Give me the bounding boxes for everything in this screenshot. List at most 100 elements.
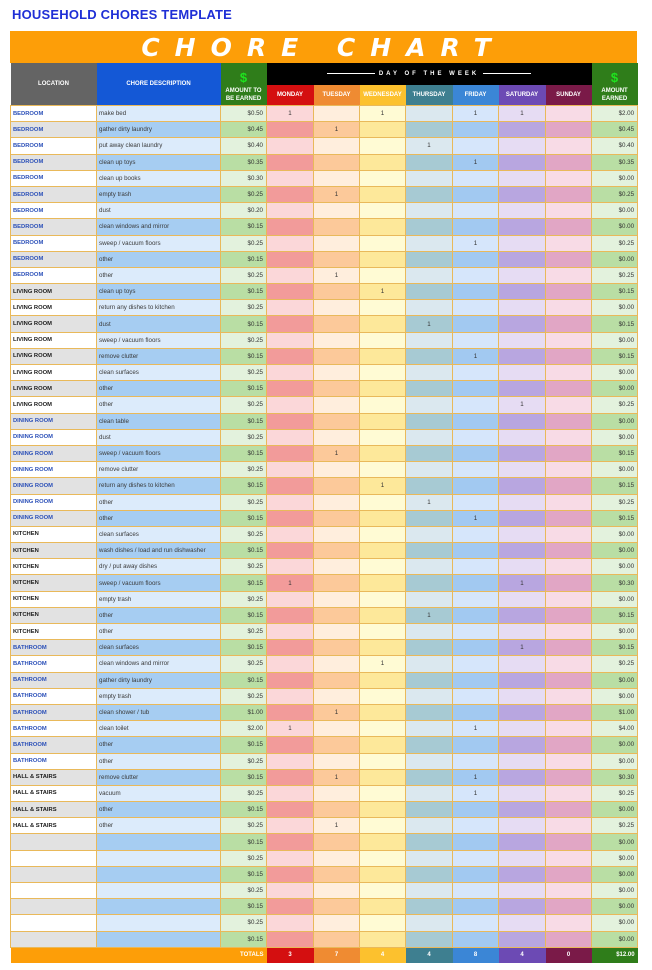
day-cell-friday[interactable] bbox=[452, 169, 499, 187]
location-cell[interactable] bbox=[10, 914, 97, 932]
day-cell-wednesday[interactable] bbox=[359, 428, 406, 446]
day-cell-thursday[interactable] bbox=[405, 347, 453, 366]
day-cell-friday[interactable] bbox=[452, 283, 499, 301]
day-cell-monday[interactable]: 1 bbox=[266, 720, 314, 738]
day-cell-wednesday[interactable] bbox=[359, 784, 406, 803]
day-cell-thursday[interactable] bbox=[405, 380, 453, 398]
day-cell-monday[interactable] bbox=[266, 266, 314, 285]
day-cell-sunday[interactable] bbox=[544, 752, 593, 770]
day-cell-saturday[interactable] bbox=[498, 590, 546, 608]
location-cell[interactable]: DINING ROOM bbox=[10, 477, 97, 495]
day-cell-tuesday[interactable] bbox=[313, 720, 360, 738]
day-cell-sunday[interactable] bbox=[544, 137, 593, 155]
day-cell-monday[interactable] bbox=[266, 784, 314, 803]
day-cell-tuesday[interactable] bbox=[313, 104, 360, 123]
day-cell-friday[interactable] bbox=[452, 801, 499, 819]
location-cell[interactable]: BEDROOM bbox=[10, 121, 97, 139]
day-cell-friday[interactable] bbox=[452, 606, 499, 625]
location-cell[interactable]: KITCHEN bbox=[10, 574, 97, 592]
day-cell-monday[interactable] bbox=[266, 461, 314, 479]
day-cell-saturday[interactable] bbox=[498, 817, 546, 835]
chore-description-cell[interactable]: clean windows and mirror bbox=[96, 218, 221, 236]
chore-description-cell[interactable]: put away clean laundry bbox=[96, 137, 221, 155]
day-cell-saturday[interactable] bbox=[498, 914, 546, 932]
amount-to-be-earned-cell[interactable]: $0.15 bbox=[220, 412, 267, 430]
day-cell-saturday[interactable] bbox=[498, 849, 546, 867]
location-cell[interactable]: DINING ROOM bbox=[10, 493, 97, 511]
day-cell-monday[interactable] bbox=[266, 250, 314, 268]
day-cell-tuesday[interactable] bbox=[313, 639, 360, 657]
day-cell-sunday[interactable] bbox=[544, 461, 593, 479]
day-cell-saturday[interactable] bbox=[498, 266, 546, 285]
day-cell-friday[interactable] bbox=[452, 218, 499, 236]
location-cell[interactable]: BEDROOM bbox=[10, 185, 97, 204]
day-cell-tuesday[interactable] bbox=[313, 347, 360, 366]
day-cell-monday[interactable] bbox=[266, 881, 314, 900]
day-cell-monday[interactable] bbox=[266, 137, 314, 155]
amount-to-be-earned-cell[interactable]: $0.15 bbox=[220, 865, 267, 884]
day-cell-thursday[interactable] bbox=[405, 542, 453, 560]
day-cell-tuesday[interactable] bbox=[313, 655, 360, 673]
amount-to-be-earned-cell[interactable]: $0.25 bbox=[220, 266, 267, 285]
chore-description-cell[interactable] bbox=[96, 898, 221, 916]
day-cell-friday[interactable] bbox=[452, 250, 499, 268]
amount-to-be-earned-cell[interactable]: $0.25 bbox=[220, 299, 267, 317]
day-cell-tuesday[interactable] bbox=[313, 477, 360, 495]
chore-description-cell[interactable] bbox=[96, 914, 221, 932]
day-cell-monday[interactable] bbox=[266, 331, 314, 349]
location-cell[interactable]: KITCHEN bbox=[10, 558, 97, 576]
day-cell-saturday[interactable]: 1 bbox=[498, 396, 546, 414]
day-cell-sunday[interactable] bbox=[544, 283, 593, 301]
location-cell[interactable]: LIVING ROOM bbox=[10, 396, 97, 414]
day-cell-friday[interactable] bbox=[452, 396, 499, 414]
day-cell-wednesday[interactable] bbox=[359, 558, 406, 576]
day-cell-wednesday[interactable] bbox=[359, 525, 406, 544]
day-cell-tuesday[interactable]: 1 bbox=[313, 185, 360, 204]
day-cell-monday[interactable] bbox=[266, 509, 314, 527]
amount-to-be-earned-cell[interactable]: $0.25 bbox=[220, 234, 267, 252]
chore-description-cell[interactable]: empty trash bbox=[96, 687, 221, 705]
day-cell-sunday[interactable] bbox=[544, 639, 593, 657]
day-cell-sunday[interactable] bbox=[544, 914, 593, 932]
location-cell[interactable]: HALL & STAIRS bbox=[10, 784, 97, 803]
location-cell[interactable]: DINING ROOM bbox=[10, 412, 97, 430]
day-cell-saturday[interactable] bbox=[498, 493, 546, 511]
amount-to-be-earned-cell[interactable]: $0.15 bbox=[220, 315, 267, 333]
day-cell-sunday[interactable] bbox=[544, 849, 593, 867]
day-cell-monday[interactable] bbox=[266, 218, 314, 236]
chore-description-cell[interactable]: return any dishes to kitchen bbox=[96, 477, 221, 495]
day-cell-sunday[interactable] bbox=[544, 444, 593, 463]
day-cell-saturday[interactable]: 1 bbox=[498, 574, 546, 592]
day-cell-wednesday[interactable] bbox=[359, 865, 406, 884]
day-cell-tuesday[interactable] bbox=[313, 914, 360, 932]
chore-description-cell[interactable]: other bbox=[96, 509, 221, 527]
day-cell-tuesday[interactable] bbox=[313, 525, 360, 544]
day-cell-saturday[interactable] bbox=[498, 736, 546, 754]
location-cell[interactable]: BEDROOM bbox=[10, 234, 97, 252]
day-cell-saturday[interactable] bbox=[498, 169, 546, 187]
day-cell-sunday[interactable] bbox=[544, 412, 593, 430]
day-cell-thursday[interactable] bbox=[405, 898, 453, 916]
amount-to-be-earned-cell[interactable]: $0.15 bbox=[220, 250, 267, 268]
day-cell-sunday[interactable] bbox=[544, 622, 593, 641]
day-cell-wednesday[interactable] bbox=[359, 542, 406, 560]
location-cell[interactable]: BEDROOM bbox=[10, 218, 97, 236]
day-cell-monday[interactable] bbox=[266, 396, 314, 414]
day-cell-thursday[interactable] bbox=[405, 671, 453, 689]
day-cell-thursday[interactable] bbox=[405, 930, 453, 948]
location-cell[interactable]: LIVING ROOM bbox=[10, 363, 97, 382]
day-cell-thursday[interactable] bbox=[405, 736, 453, 754]
day-cell-monday[interactable]: 1 bbox=[266, 574, 314, 592]
day-cell-wednesday[interactable] bbox=[359, 493, 406, 511]
day-cell-wednesday[interactable] bbox=[359, 444, 406, 463]
day-cell-friday[interactable] bbox=[452, 752, 499, 770]
day-cell-sunday[interactable] bbox=[544, 736, 593, 754]
day-cell-wednesday[interactable] bbox=[359, 574, 406, 592]
amount-to-be-earned-cell[interactable]: $0.25 bbox=[220, 590, 267, 608]
day-cell-tuesday[interactable] bbox=[313, 542, 360, 560]
day-cell-friday[interactable]: 1 bbox=[452, 104, 499, 123]
day-cell-monday[interactable] bbox=[266, 833, 314, 851]
day-cell-sunday[interactable] bbox=[544, 865, 593, 884]
day-cell-monday[interactable] bbox=[266, 865, 314, 884]
chore-description-cell[interactable] bbox=[96, 881, 221, 900]
